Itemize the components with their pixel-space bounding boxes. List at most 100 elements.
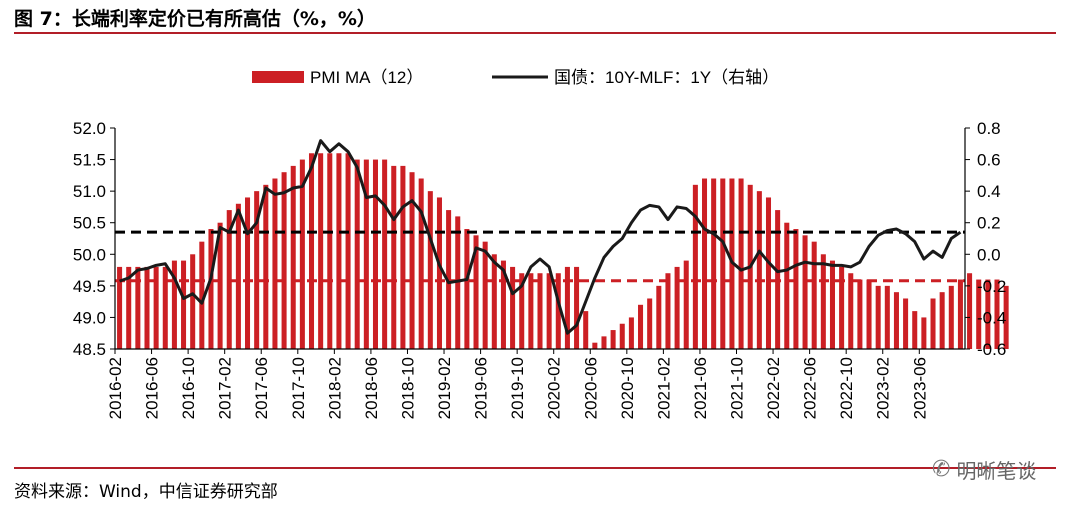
x-tick-label: 2019-10 xyxy=(508,357,527,419)
pmi-bar xyxy=(519,273,525,349)
pmi-bar xyxy=(400,165,406,349)
pmi-bar xyxy=(418,178,424,349)
pmi-bar xyxy=(254,191,260,349)
pmi-bar xyxy=(811,241,817,349)
x-tick-label: 2017-06 xyxy=(252,357,271,419)
pmi-bar xyxy=(683,260,689,349)
pmi-bar xyxy=(948,285,954,349)
pmi-bar xyxy=(144,266,150,349)
x-tick-label: 2020-02 xyxy=(545,357,564,419)
pmi-bar xyxy=(318,153,324,349)
x-axis-ticks: 2016-02 2016-06 2016-10 2017-02 2017-06 2017-… xyxy=(106,349,929,419)
pmi-bar xyxy=(875,285,881,349)
legend-line-label: 国债：10Y-MLF：1Y（右轴） xyxy=(554,68,779,87)
left-tick-label: 50.0 xyxy=(73,245,106,264)
pmi-bar xyxy=(564,266,570,349)
right-tick-label: -0.4 xyxy=(977,308,1006,327)
x-tick-label: 2023-02 xyxy=(874,357,893,419)
pmi-bar xyxy=(939,292,945,349)
left-tick-label: 49.0 xyxy=(73,308,106,327)
x-tick-label: 2016-02 xyxy=(106,357,125,419)
pmi-bar xyxy=(537,273,543,349)
pmi-bar xyxy=(857,279,863,349)
pmi-bar xyxy=(839,266,845,349)
pmi-bar xyxy=(893,292,899,349)
watermark: ✆ 明晰笔谈 xyxy=(932,455,1036,484)
pmi-bar xyxy=(190,254,196,349)
pmi-bar xyxy=(336,153,342,349)
pmi-bar xyxy=(610,330,616,349)
right-tick-label: -0.2 xyxy=(977,277,1006,296)
pmi-bar xyxy=(327,153,333,349)
pmi-bar xyxy=(692,184,698,349)
pmi-bar xyxy=(665,273,671,349)
pmi-bar xyxy=(135,266,141,349)
x-tick-label: 2018-10 xyxy=(398,357,417,419)
pmi-bar xyxy=(208,229,214,349)
pmi-bar xyxy=(409,172,415,349)
pmi-bar xyxy=(299,159,305,349)
x-tick-label: 2021-10 xyxy=(728,357,747,419)
pmi-bar xyxy=(455,216,461,349)
bottom-rule xyxy=(14,467,1056,469)
pmi-bar xyxy=(583,311,589,349)
pmi-bar xyxy=(674,266,680,349)
reference-lines xyxy=(115,230,965,283)
right-tick-label: 0.0 xyxy=(977,245,1001,264)
x-tick-label: 2023-06 xyxy=(910,357,929,419)
pmi-bar xyxy=(756,191,762,349)
pmi-bar xyxy=(345,153,351,349)
left-tick-label: 49.5 xyxy=(73,277,106,296)
spread-line xyxy=(119,139,962,335)
pmi-bar xyxy=(482,241,488,349)
pmi-bar xyxy=(272,178,278,349)
pmi-bar xyxy=(528,273,534,349)
pmi-bar xyxy=(994,279,1000,349)
pmi-bar xyxy=(162,266,168,349)
pmi-bar xyxy=(711,178,717,349)
pmi-bar xyxy=(1003,285,1009,349)
pmi-bar xyxy=(985,279,991,349)
pmi-bar xyxy=(720,178,726,349)
x-tick-label: 2022-06 xyxy=(801,357,820,419)
right-tick-label: 0.4 xyxy=(977,182,1001,201)
legend-bar-label: PMI MA（12） xyxy=(310,68,423,87)
pmi-bar xyxy=(967,273,973,349)
source-note: 资料来源：Wind，中信证券研究部 xyxy=(14,482,278,502)
pmi-bar xyxy=(802,235,808,349)
x-tick-label: 2019-06 xyxy=(472,357,491,419)
pmi-bar xyxy=(702,178,708,349)
pmi-bar xyxy=(427,191,433,349)
pmi-bar xyxy=(601,336,607,349)
pmi-bar xyxy=(976,279,982,349)
x-tick-label: 2017-10 xyxy=(289,357,308,419)
right-tick-label: 0.2 xyxy=(977,214,1001,233)
x-tick-label: 2016-10 xyxy=(179,357,198,419)
x-tick-label: 2019-02 xyxy=(435,357,454,419)
pmi-bar xyxy=(217,222,223,349)
pmi-bar xyxy=(117,266,123,349)
pmi-bar xyxy=(372,159,378,349)
x-tick-label: 2020-06 xyxy=(581,357,600,419)
pmi-bar xyxy=(555,273,561,349)
pmi-bar xyxy=(263,184,269,349)
x-tick-label: 2021-06 xyxy=(691,357,710,419)
x-tick-label: 2021-02 xyxy=(654,357,673,419)
pmi-bar xyxy=(500,260,506,349)
pmi-bar xyxy=(884,285,890,349)
pmi-bar xyxy=(290,165,296,349)
pmi-bar xyxy=(647,298,653,349)
right-tick-label: 0.8 xyxy=(977,119,1001,138)
pmi-bar xyxy=(930,298,936,349)
pmi-bar xyxy=(592,342,598,349)
pmi-bar xyxy=(235,203,241,349)
left-tick-label: 51.0 xyxy=(73,182,106,201)
right-axis-ticks: -0.6 -0.4 -0.2 0.0 0.2 0.4 0.6 0.8 xyxy=(965,119,1006,359)
pmi-bar xyxy=(199,241,205,349)
pmi-bar xyxy=(866,279,872,349)
x-tick-label: 2016-06 xyxy=(143,357,162,419)
pmi-bar xyxy=(382,159,388,349)
pmi-bar xyxy=(921,317,927,349)
pmi-bar xyxy=(628,317,634,349)
legend: PMI MA（12） 国债：10Y-MLF：1Y（右轴） xyxy=(252,68,779,87)
